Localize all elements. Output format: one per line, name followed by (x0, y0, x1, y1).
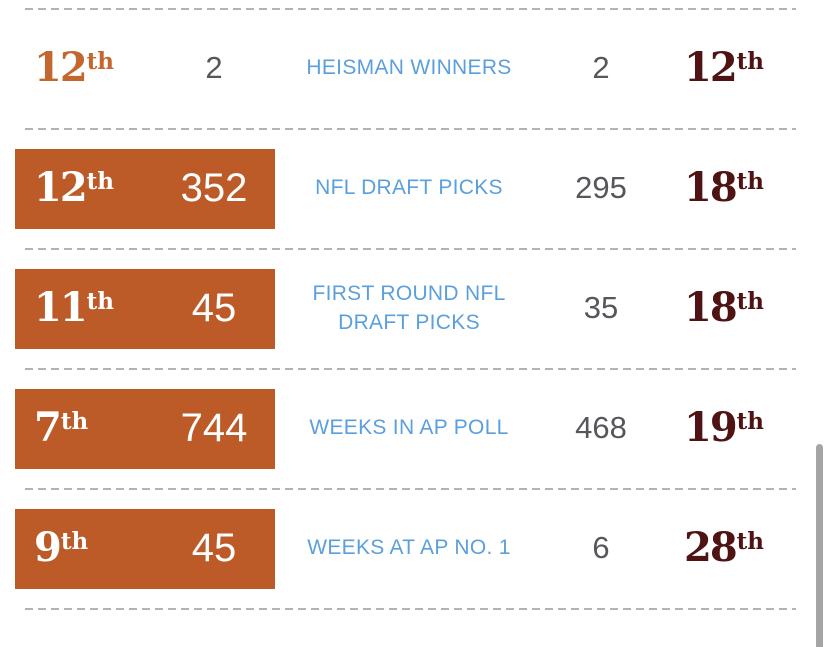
right-team-rank: 12th (684, 44, 765, 91)
right-team-rank: 18th (684, 164, 765, 211)
right-team-value: 468 (575, 410, 627, 445)
left-team-rank: 9th (34, 524, 89, 571)
left-team-value: 352 (180, 165, 248, 210)
category-label: NFL DRAFT PICKS (315, 176, 503, 200)
right-team-rank: 18th (684, 284, 765, 331)
ordinal-suffix: th (736, 408, 765, 435)
left-team-highlight-box (15, 269, 275, 349)
ordinal-suffix: th (86, 288, 115, 315)
category-label: FIRST ROUND NFL DRAFT PICKS (312, 281, 506, 334)
ordinal-suffix: th (736, 288, 765, 315)
left-team-value: 2 (205, 50, 223, 85)
right-team-rank: 19th (684, 404, 765, 451)
row-separator (25, 368, 796, 370)
stat-row-weeks-at-ap-no-1: 9th 45 WEEKS AT AP NO. 1 6 28th (0, 489, 828, 607)
ordinal-suffix: th (86, 48, 115, 75)
right-team-value: 2 (592, 50, 610, 85)
left-team-rank: 7th (34, 404, 89, 451)
left-team-value: 45 (191, 285, 237, 330)
category-label: WEEKS IN AP POLL (309, 416, 509, 440)
row-separator (25, 248, 796, 250)
vertical-scrollbar-thumb[interactable] (816, 444, 823, 647)
ordinal-suffix: th (60, 408, 89, 435)
row-separator (25, 488, 796, 490)
left-team-value: 45 (191, 525, 237, 570)
right-team-rank: 28th (684, 524, 765, 571)
row-separator (25, 8, 796, 10)
ordinal-suffix: th (736, 528, 765, 555)
ordinal-suffix: th (86, 168, 115, 195)
stat-row-weeks-in-ap-poll: 7th 744 WEEKS IN AP POLL 468 19th (0, 369, 828, 487)
left-team-highlight-box (15, 509, 275, 589)
left-team-rank: 12th (34, 164, 115, 211)
ordinal-suffix: th (60, 528, 89, 555)
right-team-value: 6 (592, 530, 610, 565)
row-separator (25, 608, 796, 610)
right-team-value: 295 (575, 170, 627, 205)
left-team-highlight-box (15, 149, 275, 229)
category-label: WEEKS AT AP NO. 1 (307, 536, 511, 560)
ordinal-suffix: th (736, 168, 765, 195)
stat-row-first-round-nfl-draft-picks: 11th 45 FIRST ROUND NFL DRAFT PICKS 35 1… (0, 249, 828, 367)
category-label: HEISMAN WINNERS (306, 56, 512, 80)
ordinal-suffix: th (736, 48, 765, 75)
left-team-value: 744 (180, 405, 248, 450)
stat-row-nfl-draft-picks: 12th 352 NFL DRAFT PICKS 295 18th (0, 129, 828, 247)
left-team-rank: 11th (34, 284, 115, 331)
stat-row-heisman-winners: 12th 2 HEISMAN WINNERS 2 12th (0, 9, 828, 127)
left-team-rank: 12th (34, 44, 115, 91)
right-team-value: 35 (583, 290, 619, 325)
row-separator (25, 128, 796, 130)
left-team-highlight-box (15, 389, 275, 469)
